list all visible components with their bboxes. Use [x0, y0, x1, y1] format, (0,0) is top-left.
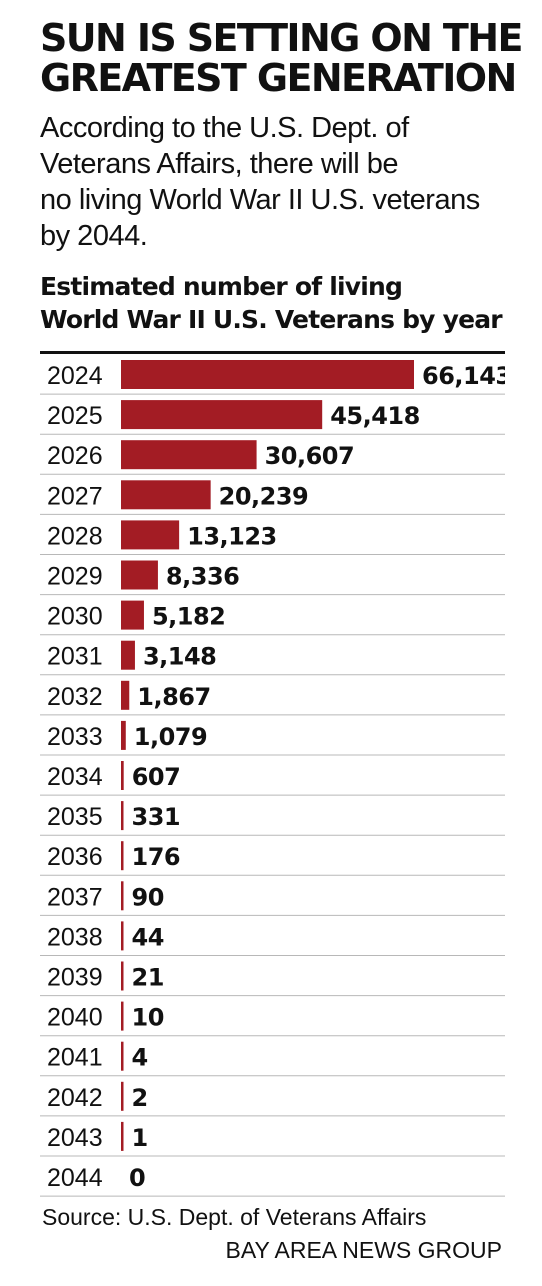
value-label-2030: 5,182 [152, 603, 225, 631]
value-label-2033: 1,079 [134, 723, 207, 751]
chart-top-rule [40, 351, 505, 354]
value-label-2036: 176 [132, 843, 181, 871]
bar-2032 [121, 680, 130, 710]
year-label-2032: 2032 [47, 683, 103, 711]
year-label-2042: 2042 [47, 1084, 103, 1112]
year-label-2025: 2025 [47, 402, 103, 430]
chart-subtitle: According to the U.S. Dept. of Veterans … [40, 110, 535, 254]
credit-line: BAY AREA NEWS GROUP [225, 1237, 502, 1263]
year-label-2037: 2037 [47, 883, 103, 911]
value-label-2034: 607 [132, 763, 181, 791]
bar-2024 [121, 360, 414, 389]
bar-2034 [121, 761, 124, 790]
source-note: Source: U.S. Dept. of Veterans Affairs [42, 1204, 427, 1230]
year-label-2024: 2024 [47, 362, 103, 390]
bar-2041 [121, 1041, 124, 1071]
year-label-2043: 2043 [47, 1124, 103, 1152]
bar-2039 [121, 961, 124, 991]
chart-heading-line-1: Estimated number of living [40, 272, 403, 301]
chart-title: SUN IS SETTING ON THE GREATEST GENERATIO… [40, 18, 540, 98]
year-label-2036: 2036 [47, 843, 103, 871]
year-label-2031: 2031 [47, 643, 103, 671]
bar-2027 [121, 480, 211, 510]
bar-2033 [121, 720, 126, 750]
subtitle-line-4: by 2044. [40, 220, 148, 252]
value-label-2040: 10 [132, 1004, 164, 1032]
year-label-2040: 2040 [47, 1004, 103, 1032]
year-label-2030: 2030 [47, 603, 103, 631]
bar-2028 [121, 520, 180, 550]
value-label-2037: 90 [132, 883, 164, 911]
subtitle-line-1: According to the U.S. Dept. of [40, 112, 409, 144]
value-label-2038: 44 [132, 923, 164, 951]
bar-2030 [121, 600, 144, 630]
chart-heading: Estimated number of living World War II … [40, 270, 535, 336]
year-label-2033: 2033 [47, 723, 103, 751]
value-label-2039: 21 [132, 964, 164, 992]
bar-2026 [121, 440, 257, 470]
title-line-2: GREATEST GENERATION [40, 56, 517, 100]
bar-2038 [121, 921, 124, 951]
year-label-2038: 2038 [47, 923, 103, 951]
value-label-2043: 1 [132, 1124, 148, 1152]
value-label-2025: 45,418 [330, 402, 420, 430]
year-label-2029: 2029 [47, 563, 103, 591]
subtitle-line-2: Veterans Affairs, there will be [40, 148, 398, 180]
bar-2040 [121, 1001, 124, 1031]
bar-2043 [121, 1121, 124, 1151]
bar-2029 [121, 560, 158, 590]
year-label-2028: 2028 [47, 522, 103, 550]
bar-2036 [121, 841, 124, 871]
value-label-2031: 3,148 [143, 643, 216, 671]
value-label-2041: 4 [132, 1044, 148, 1072]
year-label-2035: 2035 [47, 803, 103, 831]
year-label-2027: 2027 [47, 482, 103, 510]
bar-chart: 2024 66,143 2025 45,418 2026 30,607 2027 20,239… [40, 360, 505, 1197]
title-line-1: SUN IS SETTING ON THE [40, 16, 523, 60]
year-label-2039: 2039 [47, 964, 103, 992]
value-label-2032: 1,867 [137, 683, 210, 711]
chart-heading-line-2: World War II U.S. Veterans by year [40, 305, 503, 334]
value-label-2024: 66,143 [422, 362, 505, 390]
value-label-2042: 2 [132, 1084, 148, 1112]
value-label-2026: 30,607 [265, 442, 355, 470]
value-label-2044: 0 [129, 1164, 145, 1192]
year-label-2044: 2044 [47, 1164, 103, 1192]
bar-2031 [121, 640, 135, 670]
year-label-2026: 2026 [47, 442, 103, 470]
value-label-2029: 8,336 [166, 563, 239, 591]
bar-2035 [121, 801, 124, 831]
subtitle-line-3: no living World War II U.S. veterans [40, 184, 480, 216]
value-label-2035: 331 [132, 803, 181, 831]
bar-2042 [121, 1081, 124, 1111]
year-label-2034: 2034 [47, 763, 103, 791]
value-label-2027: 20,239 [219, 482, 309, 510]
value-label-2028: 13,123 [187, 522, 277, 550]
bar-2025 [121, 400, 323, 430]
year-label-2041: 2041 [47, 1044, 103, 1072]
bar-2037 [121, 881, 124, 911]
